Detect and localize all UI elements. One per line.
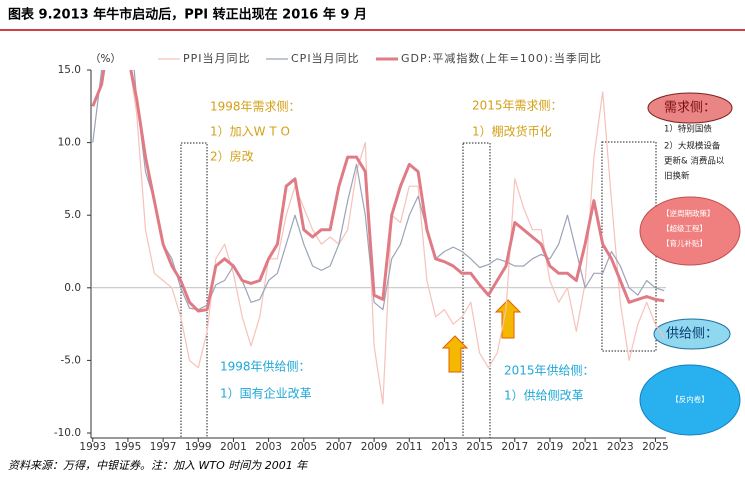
annotation: 需求侧： <box>664 101 716 116</box>
y-tick-label: -10.0 <box>54 427 81 439</box>
annotation: 供给侧： <box>666 327 718 342</box>
x-tick-label: 2019 <box>537 441 564 453</box>
x-tick-label: 1997 <box>150 441 177 453</box>
y-tick-label: -5.0 <box>61 354 82 366</box>
x-tick-label: 2003 <box>255 441 282 453</box>
series-line <box>129 70 665 405</box>
annotation: 2）房改 <box>210 149 254 164</box>
x-tick-label: 2015 <box>466 441 493 453</box>
annotation: 1998年供给侧： <box>220 360 311 374</box>
x-tick-label: 2009 <box>361 441 388 453</box>
y-axis-label: （%） <box>90 53 121 65</box>
annotation: 1998年需求侧： <box>210 100 301 114</box>
source: 资料来源：万得，中银证券。注：加入 WTO 时间为 2001 年 <box>8 459 308 472</box>
callout <box>647 92 733 124</box>
x-tick-label: 2017 <box>501 441 528 453</box>
legend-label: GDP:平减指数(上年=100):当季同比 <box>401 51 602 65</box>
annotation: 1）供给侧改革 <box>504 389 584 403</box>
x-tick-label: 1993 <box>79 441 106 453</box>
annotation: 更新& 消费品以 <box>664 156 725 167</box>
callout <box>639 364 741 436</box>
plot-area <box>91 70 665 405</box>
annotation: 【反内卷】 <box>671 394 709 404</box>
x-tick-label: 2011 <box>396 441 423 453</box>
annotation: 1）棚改货币化 <box>472 124 552 139</box>
x-tick-label: 2023 <box>607 441 634 453</box>
y-tick-label: 5.0 <box>64 209 81 221</box>
legend-label: PPI当月同比 <box>183 51 251 65</box>
y-tick-label: 15.0 <box>58 64 81 76</box>
x-tick-label: 1995 <box>115 441 142 453</box>
annotation: 1）加入W T O <box>210 125 290 139</box>
y-tick-label: 10.0 <box>58 137 81 149</box>
annotation: 【逆周期政策】 <box>662 208 715 218</box>
arrow <box>494 299 522 339</box>
legend-label: CPI当月同比 <box>291 51 360 65</box>
annotation: 1）特别国债 <box>664 124 712 135</box>
x-tick-label: 2005 <box>290 441 317 453</box>
annotation: 1）国有企业改革 <box>220 386 312 401</box>
annotation: 【超级工程】 <box>662 223 707 233</box>
series-line <box>91 70 665 313</box>
x-tick-label: 2001 <box>220 441 247 453</box>
annotation: 旧换新 <box>664 171 690 182</box>
x-tick-label: 2021 <box>572 441 599 453</box>
callout <box>653 318 731 350</box>
annotation: 2015年供给侧： <box>504 364 595 378</box>
period-box <box>601 141 657 352</box>
x-tick-label: 2013 <box>431 441 458 453</box>
annotation: 2）大规模设备 <box>664 141 721 152</box>
x-tick-label: 2025 <box>642 441 669 453</box>
callout <box>639 196 741 266</box>
annotation: 2015年需求侧： <box>472 99 563 113</box>
annotation: 【育儿补贴】 <box>662 238 707 248</box>
x-tick-label: 1999 <box>185 441 212 453</box>
x-tick-label: 2007 <box>326 441 353 453</box>
chart-title: 图表 9.2013 年牛市启动后，PPI 转正出现在 2016 年 9 月 <box>8 7 367 23</box>
y-tick-label: 0.0 <box>64 282 81 294</box>
series-line <box>92 70 665 311</box>
arrow <box>441 335 469 373</box>
